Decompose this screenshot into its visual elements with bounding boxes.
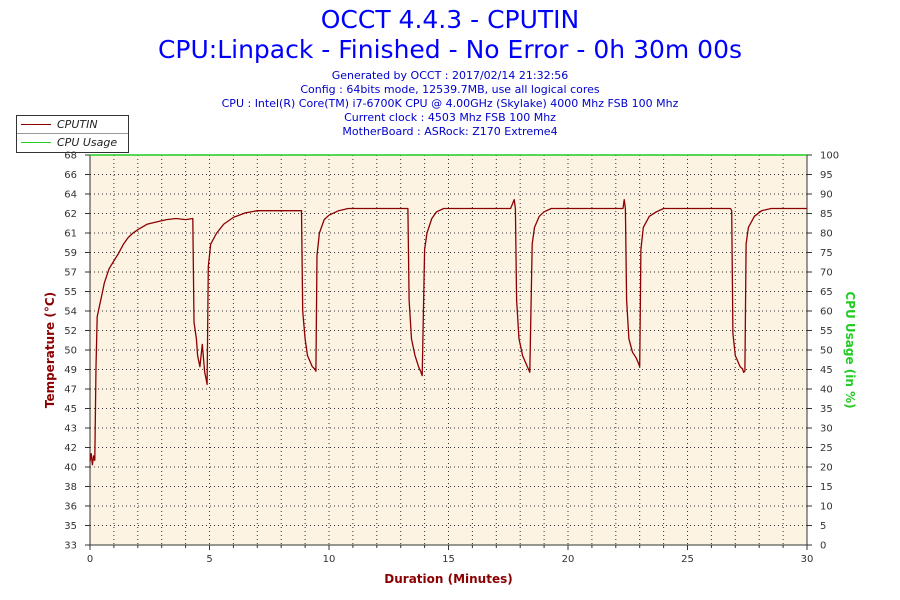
y-right-tick-label: 40 [820,385,833,396]
y-right-tick-label: 90 [820,190,833,201]
y-left-tick-label: 59 [64,248,77,259]
y-right-tick-label: 45 [820,365,833,376]
x-tick-label: 25 [681,554,694,565]
chart-legend: CPUTIN CPU Usage [16,115,129,153]
info-generated: Generated by OCCT : 2017/02/14 21:32:56 [331,69,569,82]
series-line-cputin [89,198,807,466]
y-left-tick-label: 33 [64,541,77,552]
y-left-tick-label: 55 [64,287,77,298]
y-axis-left-title: Temperature (°C) [43,292,57,408]
y-left-tick-label: 42 [64,443,77,454]
legend-item-cputin: CPUTIN [17,116,128,134]
x-tick-label: 15 [442,554,455,565]
y-left-tick-label: 35 [64,521,77,532]
y-left-tick-label: 47 [64,385,77,396]
info-clock: Current clock : 4503 Mhz FSB 100 Mhz [344,111,556,124]
y-right-tick-label: 5 [820,521,826,532]
y-right-tick-label: 20 [820,463,833,474]
y-right-tick-label: 65 [820,287,833,298]
y-left-tick-label: 61 [64,229,77,240]
legend-label-cpu-usage: CPU Usage [57,136,118,149]
y-right-tick-label: 30 [820,424,833,435]
y-left-tick-label: 68 [64,151,77,162]
legend-label-cputin: CPUTIN [57,118,98,131]
chart-title: OCCT 4.4.3 - CPUTIN [320,5,580,34]
y-left-tick-label: 62 [64,209,77,220]
y-right-tick-label: 95 [820,170,833,181]
y-right-tick-label: 55 [820,326,833,337]
y-left-tick-label: 66 [64,170,77,181]
y-right-tick-label: 25 [820,443,833,454]
y-right-tick-label: 50 [820,346,833,357]
y-axis-right-title: CPU Usage (in %) [843,291,857,408]
y-right-tick-label: 100 [820,151,839,162]
y-right-tick-label: 15 [820,482,833,493]
legend-swatch-cpu-usage [21,142,51,143]
y-right-tick-label: 85 [820,209,833,220]
y-left-tick-label: 36 [64,502,77,513]
info-cpu: CPU : Intel(R) Core(TM) i7-6700K CPU @ 4… [221,97,679,110]
y-left-tick-label: 52 [64,326,77,337]
y-left-tick-label: 64 [64,190,77,201]
y-right-tick-label: 0 [820,541,826,552]
y-left-tick-label: 38 [64,482,77,493]
y-left-tick-label: 50 [64,346,77,357]
x-tick-label: 10 [323,554,336,565]
y-right-tick-label: 60 [820,307,833,318]
y-right-tick-label: 35 [820,404,833,415]
legend-swatch-cputin [21,124,51,125]
chart-subtitle: CPU:Linpack - Finished - No Error - 0h 3… [157,35,743,64]
x-tick-label: 0 [87,554,93,565]
y-left-tick-label: 43 [64,424,77,435]
y-right-tick-label: 10 [820,502,833,513]
y-right-tick-label: 70 [820,268,833,279]
y-left-tick-label: 40 [64,463,77,474]
y-right-tick-label: 80 [820,229,833,240]
legend-item-cpu-usage: CPU Usage [17,134,128,152]
legend-divider [17,133,128,134]
y-left-tick-label: 49 [64,365,77,376]
x-tick-label: 30 [801,554,814,565]
y-left-tick-label: 57 [64,268,77,279]
x-axis-title: Duration (Minutes) [384,572,512,586]
x-tick-label: 5 [206,554,212,565]
info-motherboard: MotherBoard : ASRock: Z170 Extreme4 [342,125,558,138]
info-config: Config : 64bits mode, 12539.7MB, use all… [300,83,600,96]
y-right-tick-label: 75 [820,248,833,259]
x-tick-label: 20 [562,554,575,565]
y-left-tick-label: 54 [64,307,77,318]
y-left-tick-label: 45 [64,404,77,415]
